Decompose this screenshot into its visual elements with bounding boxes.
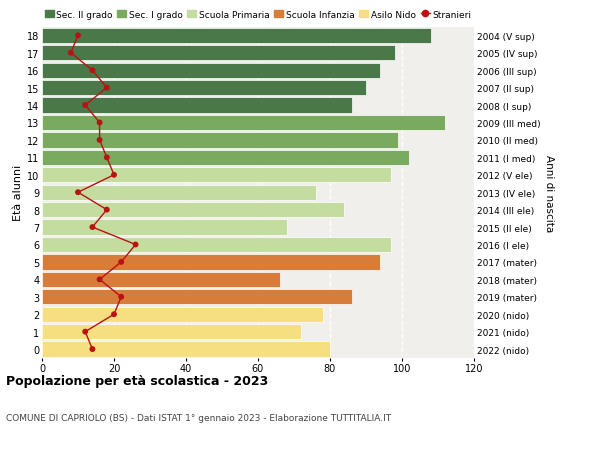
Bar xyxy=(42,81,366,96)
Point xyxy=(116,259,126,266)
Point xyxy=(80,328,90,336)
Point xyxy=(88,346,97,353)
Bar xyxy=(42,133,398,148)
Point xyxy=(109,311,119,318)
Point xyxy=(73,189,83,196)
Point xyxy=(95,276,104,283)
Bar xyxy=(42,324,301,340)
Point xyxy=(102,207,112,214)
Bar xyxy=(42,98,352,113)
Point xyxy=(95,119,104,127)
Bar xyxy=(42,255,380,270)
Bar xyxy=(42,116,445,131)
Bar xyxy=(42,307,323,322)
Bar xyxy=(42,202,344,218)
Bar xyxy=(42,151,409,166)
Legend: Sec. II grado, Sec. I grado, Scuola Primaria, Scuola Infanzia, Asilo Nido, Stran: Sec. II grado, Sec. I grado, Scuola Prim… xyxy=(44,11,472,20)
Point xyxy=(102,154,112,162)
Text: Popolazione per età scolastica - 2023: Popolazione per età scolastica - 2023 xyxy=(6,374,268,387)
Point xyxy=(73,33,83,40)
Bar xyxy=(42,28,431,44)
Y-axis label: Anni di nascita: Anni di nascita xyxy=(544,154,554,231)
Point xyxy=(109,172,119,179)
Text: COMUNE DI CAPRIOLO (BS) - Dati ISTAT 1° gennaio 2023 - Elaborazione TUTTITALIA.I: COMUNE DI CAPRIOLO (BS) - Dati ISTAT 1° … xyxy=(6,413,391,422)
Bar xyxy=(42,168,391,183)
Y-axis label: Età alunni: Età alunni xyxy=(13,165,23,221)
Bar xyxy=(42,341,330,357)
Bar xyxy=(42,290,352,305)
Point xyxy=(95,137,104,144)
Point xyxy=(66,50,76,57)
Point xyxy=(116,293,126,301)
Point xyxy=(131,241,140,249)
Bar xyxy=(42,63,380,78)
Point xyxy=(102,85,112,92)
Point xyxy=(88,224,97,231)
Bar xyxy=(42,237,391,252)
Bar xyxy=(42,185,316,201)
Bar xyxy=(42,272,280,287)
Bar xyxy=(42,220,287,235)
Point xyxy=(80,102,90,110)
Bar xyxy=(42,46,395,62)
Point xyxy=(88,67,97,75)
